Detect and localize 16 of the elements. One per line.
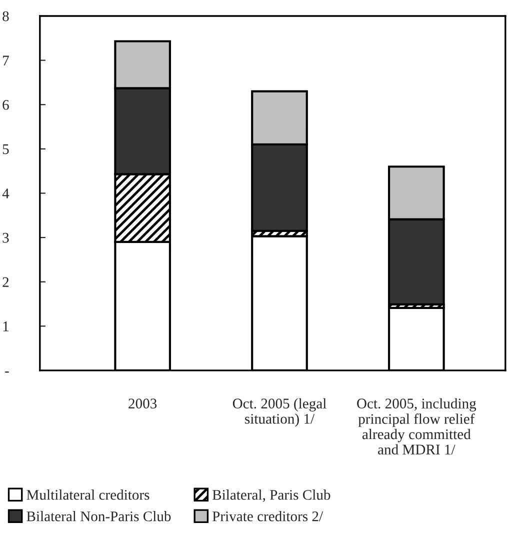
legend-label: Bilateral, Paris Club bbox=[212, 490, 330, 502]
x-tick-label: 2003 bbox=[128, 398, 157, 408]
y-tick-label: 7 bbox=[3, 56, 9, 66]
x-tick-label: Oct. 2005 (legal situation) 1/ bbox=[232, 398, 326, 427]
y-tick-label: 6 bbox=[2, 100, 9, 110]
y-tick-label: 3 bbox=[2, 232, 9, 243]
legend-label: Multilateral creditors bbox=[26, 490, 150, 500]
y-tick-label: 8 bbox=[2, 11, 9, 22]
y-tick-label: 4 bbox=[2, 188, 10, 198]
y-tick-label: 5 bbox=[2, 144, 9, 154]
legend-label: Private creditors 2/ bbox=[212, 511, 324, 522]
y-tick-label: 2 bbox=[2, 277, 9, 287]
x-tick-label: Oct. 2005, including principal flow relief already committed and MDRI 1/ bbox=[357, 398, 476, 454]
y-tick-label: 1 bbox=[3, 322, 8, 332]
legend-label: Bilateral Non-Paris Club bbox=[26, 511, 171, 522]
y-tick-label: - bbox=[5, 372, 9, 373]
